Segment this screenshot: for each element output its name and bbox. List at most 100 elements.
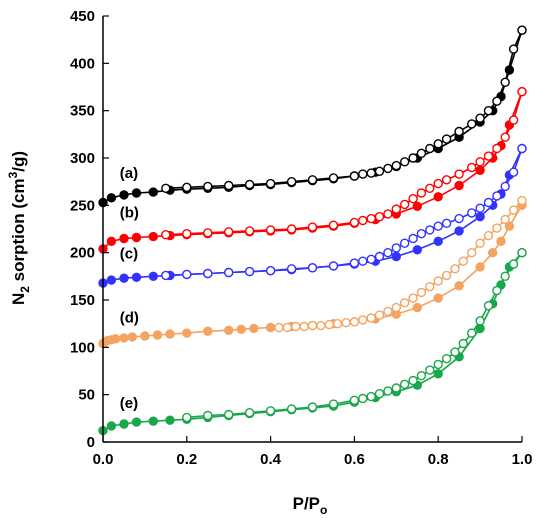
desorption-point xyxy=(433,178,443,189)
adsorption-point xyxy=(496,236,506,247)
adsorption-point xyxy=(131,188,142,198)
y-tick-label: 200 xyxy=(70,245,95,262)
desorption-point xyxy=(383,163,393,174)
desorption-point xyxy=(508,259,519,269)
desorption-point xyxy=(374,389,385,399)
desorption-point xyxy=(416,371,427,381)
adsorption-point xyxy=(475,262,485,272)
y-tick-label: 350 xyxy=(70,103,95,120)
desorption-point xyxy=(265,406,276,416)
desorption-point xyxy=(203,410,213,421)
desorption-point xyxy=(483,105,494,116)
adsorption-point xyxy=(148,271,159,281)
y-tick-label: 0 xyxy=(87,434,95,451)
desorption-point xyxy=(433,139,443,149)
desorption-point xyxy=(425,282,435,292)
desorption-point xyxy=(400,157,410,167)
desorption-point xyxy=(391,204,401,214)
desorption-point xyxy=(400,199,410,210)
desorption-point xyxy=(400,379,410,389)
desorption-point xyxy=(433,221,443,231)
series-label: (d) xyxy=(120,310,139,327)
adsorption-point xyxy=(454,180,464,191)
desorption-point xyxy=(492,96,502,106)
desorption-point xyxy=(458,256,468,266)
y-tick-label: 250 xyxy=(70,197,95,214)
x-tick-label: 1.0 xyxy=(512,451,533,468)
adsorption-point xyxy=(223,325,234,335)
adsorption-point xyxy=(127,332,138,342)
series-layer: (a) (b) (c) (d) (e) xyxy=(98,25,527,436)
desorption-point xyxy=(450,347,460,357)
desorption-point xyxy=(508,205,519,215)
adsorption-point xyxy=(391,251,401,262)
desorption-point xyxy=(358,315,368,325)
adsorption-point xyxy=(165,415,175,425)
desorption-point xyxy=(500,132,510,142)
desorption-point xyxy=(244,266,255,277)
desorption-point xyxy=(366,213,376,224)
desorption-point xyxy=(467,208,477,218)
x-axis-title: P/Po xyxy=(293,494,328,517)
desorption-point xyxy=(161,229,171,240)
desorption-point xyxy=(341,318,351,328)
desorption-point xyxy=(500,77,510,88)
desorption-point xyxy=(328,261,339,271)
adsorption-point xyxy=(119,419,129,429)
desorption-point xyxy=(349,217,360,228)
desorption-point xyxy=(517,86,527,97)
x-tick-label: 0.2 xyxy=(176,451,197,468)
desorption-point xyxy=(508,44,519,54)
desorption-point xyxy=(244,179,255,190)
adsorption-point xyxy=(152,330,163,340)
desorption-point xyxy=(433,276,443,286)
y-tick-label: 450 xyxy=(70,8,95,25)
y-axis-title: N2 sorption (cm3/g) xyxy=(6,151,32,305)
adsorption-point xyxy=(106,421,117,431)
axes-layer: 0 50 100 150 200 250 300 350 400 450 0.0 0.2 0.4 0.6 0… xyxy=(70,8,532,468)
desorption-point xyxy=(349,258,360,268)
series-label: (c) xyxy=(120,245,138,262)
desorption-point xyxy=(517,25,527,35)
x-tick-label: 0.6 xyxy=(344,451,365,468)
desorption-point xyxy=(441,175,452,185)
adsorption-point xyxy=(433,236,443,247)
adsorption-point xyxy=(110,334,121,344)
y-tick-label: 300 xyxy=(70,150,95,167)
adsorption-point xyxy=(148,231,159,242)
desorption-point xyxy=(467,247,477,258)
desorption-point xyxy=(458,338,468,349)
desorption-point xyxy=(416,148,427,159)
desorption-point xyxy=(286,404,297,414)
adsorption-point xyxy=(454,226,464,236)
adsorption-point xyxy=(412,245,422,255)
desorption-point xyxy=(203,181,213,192)
desorption-point xyxy=(517,195,527,206)
desorption-point xyxy=(374,310,385,320)
desorption-point xyxy=(223,227,234,237)
desorption-point xyxy=(492,285,502,296)
desorption-point xyxy=(450,264,460,274)
adsorption-point xyxy=(475,211,485,222)
desorption-point xyxy=(441,270,452,281)
adsorption-point xyxy=(119,273,129,283)
desorption-point xyxy=(332,319,343,329)
y-tick-label: 150 xyxy=(70,292,95,309)
y-tick-label: 400 xyxy=(70,55,95,72)
adsorption-point xyxy=(249,323,259,334)
desorption-point xyxy=(265,225,276,235)
desorption-point xyxy=(475,113,485,123)
series-c: (c) xyxy=(98,143,527,288)
desorption-point xyxy=(223,267,234,278)
desorption-point xyxy=(182,269,192,280)
adsorption-point xyxy=(131,417,142,427)
desorption-point xyxy=(374,166,385,177)
series-label: (a) xyxy=(120,165,138,182)
desorption-point xyxy=(408,193,418,204)
desorption-point xyxy=(500,181,510,192)
adsorption-point xyxy=(203,326,213,336)
desorption-point xyxy=(400,298,410,308)
desorption-point xyxy=(182,228,192,239)
desorption-point xyxy=(400,238,410,248)
